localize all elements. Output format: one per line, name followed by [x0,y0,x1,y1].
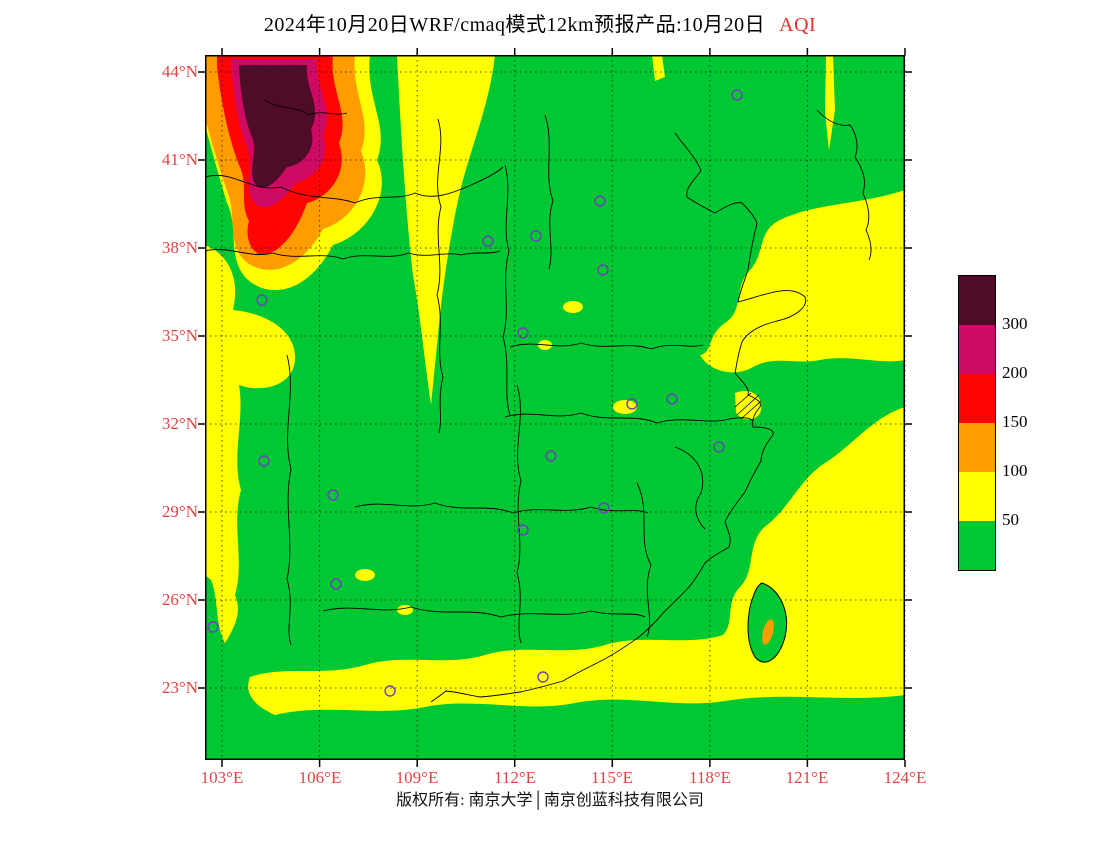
province-boundary [436,118,444,434]
grid-layer [205,55,906,760]
province-boundary [504,412,754,424]
city-marker [731,89,743,101]
city-marker [598,502,610,514]
city-marker [384,685,396,697]
city-marker [666,393,678,405]
province-boundary [509,342,704,350]
colorbar-label: 50 [1002,510,1019,529]
title-pollutant: AQI [779,14,817,36]
province-boundary [544,114,554,270]
lon-tick-label: 124°E [883,768,927,787]
colorbar-label: 200 [1002,363,1028,382]
city-marker [327,489,339,501]
aqi-spot-taiwan-orange [762,619,774,645]
city-marker [530,230,542,242]
aqi-patch-yellow [613,400,637,414]
city-marker [594,195,606,207]
map-frame [205,55,905,760]
city-marker [330,578,342,590]
city-marker [517,327,529,339]
city-marker [482,235,494,247]
province-boundary [204,166,504,204]
aqi-region-yellow-streak-1 [652,55,665,81]
map-area [198,48,912,767]
lon-tick-label: 103°E [200,768,244,787]
lon-tick-label: 121°E [785,768,829,787]
city-marker-layer [207,89,743,697]
province-boundary [286,354,292,646]
province-boundary [322,606,646,618]
lon-tick-label: 115°E [590,768,634,787]
aqi-region-yellow-southeast [248,407,905,715]
colorbar-label: 150 [1002,412,1028,431]
aqi-region-maroon [239,65,316,188]
aqi-colorbar [958,275,996,571]
city-marker [626,398,638,410]
aqi-region-yellow-west-column [205,245,296,643]
aqi-region-yellow-top-band [397,55,495,405]
lon-tick-label: 109°E [395,768,439,787]
aqi-patch-yellow [397,605,413,615]
province-boundary [264,99,348,116]
city-marker [713,441,725,453]
colorbar-band-green [959,521,995,570]
colorbar-label: 100 [1002,461,1028,480]
lat-tick-label: 35°N [161,326,198,345]
forecast-map [198,48,912,767]
lat-tick-label: 26°N [161,590,198,609]
lon-tick-label: 112°E [493,768,537,787]
city-hatch-shanghai [734,392,762,420]
province-boundary [816,109,872,261]
colorbar-band-magenta [959,325,995,374]
colorbar-band-red [959,374,995,423]
city-marker [207,621,219,633]
city-marker [517,524,529,536]
hatch-line [740,400,762,420]
lat-tick-label: 38°N [161,238,198,257]
colorbar-label: 300 [1002,314,1028,333]
province-boundary [502,164,511,416]
province-boundary [516,384,522,644]
colorbar-band-orange [959,423,995,472]
aqi-patch-yellow [355,569,375,581]
province-boundary [204,249,501,260]
copyright-footer: 版权所有: 南京大学│南京创蓝科技有限公司 [396,792,704,809]
page-title: 2024年10月20日WRF/cmaq模式12km预报产品:10月20日 AQI [0,8,1080,37]
lat-tick-label: 23°N [161,678,198,697]
lat-tick-label: 44°N [161,62,198,81]
aqi-region-yellow-east-north [700,190,905,373]
province-boundary [636,482,652,638]
hatch-line [736,394,760,416]
city-marker [537,671,549,683]
colorbar-band-yellow [959,472,995,521]
title-text: 2024年10月20日WRF/cmaq模式12km预报产品:10月20日 [263,14,766,36]
hatch-line [734,392,752,408]
lat-tick-label: 41°N [161,150,198,169]
province-boundary [674,132,758,224]
lat-tick-label: 32°N [161,414,198,433]
province-boundary [430,222,807,703]
city-marker [258,455,270,467]
colorbar-band-maroon [959,276,995,325]
aqi-fill-layer [205,55,905,760]
province-boundary-layer [204,99,872,703]
lon-tick-label: 106°E [298,768,342,787]
lat-tick-label: 29°N [161,502,198,521]
aqi-patch-yellow [563,301,583,313]
province-boundary [674,446,706,530]
aqi-region-yellow-streak-2 [825,55,835,150]
city-marker [545,450,557,462]
lon-tick-label: 118°E [688,768,732,787]
province-boundary [354,502,649,514]
city-marker [597,264,609,276]
axis-ticks-layer [198,48,912,767]
city-marker [256,294,268,306]
